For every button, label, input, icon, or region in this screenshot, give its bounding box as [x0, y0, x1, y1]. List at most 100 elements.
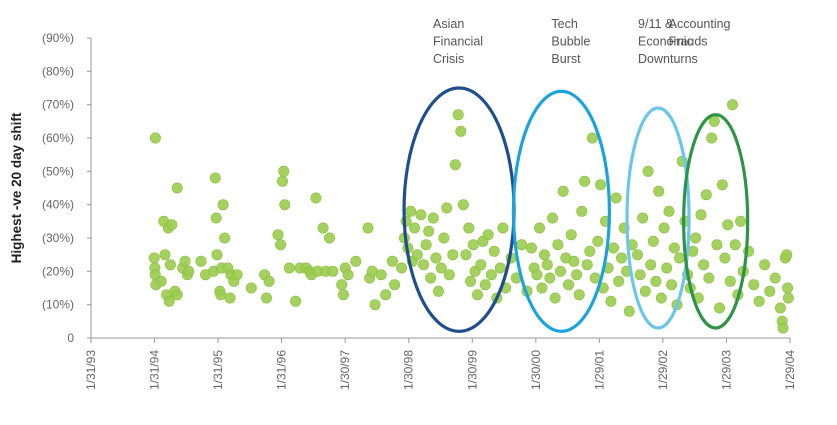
data-point — [552, 239, 564, 251]
x-tick-label: 1/30/99 — [465, 350, 479, 390]
data-point — [350, 255, 362, 267]
data-point — [568, 255, 580, 267]
event-label: Economic — [638, 35, 693, 49]
data-point — [488, 245, 500, 257]
data-point — [427, 212, 439, 224]
data-point — [260, 292, 272, 304]
data-point — [647, 235, 659, 247]
data-point — [283, 262, 295, 274]
data-point — [485, 269, 497, 281]
data-point — [759, 259, 771, 271]
data-point — [369, 299, 381, 311]
data-point — [482, 229, 494, 241]
data-point — [219, 232, 231, 244]
data-point — [405, 205, 417, 217]
event-label: Bubble — [551, 35, 590, 49]
data-point — [279, 199, 291, 211]
data-point — [460, 249, 472, 261]
data-point — [571, 269, 583, 281]
data-point — [595, 179, 607, 191]
event-label: Frauds — [669, 35, 708, 49]
event-annotations: Asian Financial Crisis Tech Bubble Burst 9/11 … — [433, 17, 731, 66]
data-point — [342, 269, 354, 281]
event-ellipse — [682, 113, 750, 330]
data-point — [441, 202, 453, 214]
data-point — [272, 229, 284, 241]
data-point — [613, 275, 625, 287]
data-point — [538, 249, 550, 261]
data-point — [541, 259, 553, 271]
data-point — [782, 282, 794, 294]
x-tick-label: 1/31/95 — [211, 350, 225, 390]
data-point — [544, 272, 556, 284]
data-point — [362, 222, 374, 234]
data-point — [494, 262, 506, 274]
data-point — [375, 269, 387, 281]
event-label: Financial — [433, 35, 483, 49]
data-point — [605, 295, 617, 307]
data-point — [764, 285, 776, 297]
data-point — [417, 259, 429, 271]
y-axis-label: Highest -ve 20 day shift — [9, 112, 24, 263]
data-point — [231, 269, 243, 281]
data-point — [389, 279, 401, 291]
data-point — [623, 305, 635, 317]
data-point — [690, 232, 702, 244]
event-label: Crisis — [433, 52, 464, 66]
data-point — [420, 239, 432, 251]
x-tick-label: 1/31/94 — [148, 350, 162, 390]
data-point — [290, 295, 302, 307]
y-tick-label: (70%) — [42, 98, 74, 112]
data-point — [584, 245, 596, 257]
data-point — [748, 279, 760, 291]
data-point — [610, 192, 622, 204]
data-point — [781, 249, 793, 261]
event-label: Downturns — [638, 52, 698, 66]
data-point — [159, 249, 171, 261]
data-point — [655, 292, 667, 304]
data-point — [400, 215, 412, 227]
data-point — [211, 249, 223, 261]
data-point — [592, 235, 604, 247]
data-point — [586, 132, 598, 144]
data-point — [579, 175, 591, 187]
data-point — [549, 292, 561, 304]
x-tick-label: 1/30/98 — [402, 350, 416, 390]
data-point — [179, 255, 191, 267]
data-point — [443, 269, 455, 281]
data-point — [642, 165, 654, 177]
x-tick-label: 1/29/02 — [656, 350, 670, 390]
data-point — [546, 212, 558, 224]
data-point — [531, 269, 543, 281]
x-tick-label: 1/30/97 — [338, 350, 352, 390]
data-point — [317, 222, 329, 234]
x-tick-label: 1/31/96 — [275, 350, 289, 390]
data-point — [409, 222, 421, 234]
data-point — [449, 159, 461, 171]
x-tick-label: 1/29/01 — [592, 350, 606, 390]
data-point — [711, 239, 723, 251]
data-point — [658, 222, 670, 234]
x-tick-label: 1/29/04 — [783, 350, 797, 390]
y-tick-label: (60%) — [42, 131, 74, 145]
data-point — [278, 165, 290, 177]
data-point — [275, 239, 287, 251]
data-point — [666, 279, 678, 291]
data-point — [774, 302, 786, 314]
data-point — [661, 262, 673, 274]
event-ellipses — [402, 86, 750, 333]
axes — [90, 38, 790, 339]
data-point — [217, 199, 229, 211]
data-point — [224, 292, 236, 304]
data-point — [573, 289, 585, 301]
data-point — [210, 212, 222, 224]
data-point — [639, 285, 651, 297]
data-point — [554, 265, 566, 277]
data-point — [386, 255, 398, 267]
data-point — [163, 295, 175, 307]
data-point — [719, 252, 731, 264]
data-point — [310, 192, 322, 204]
data-point — [323, 232, 335, 244]
data-point — [726, 99, 738, 111]
data-point — [663, 205, 675, 217]
